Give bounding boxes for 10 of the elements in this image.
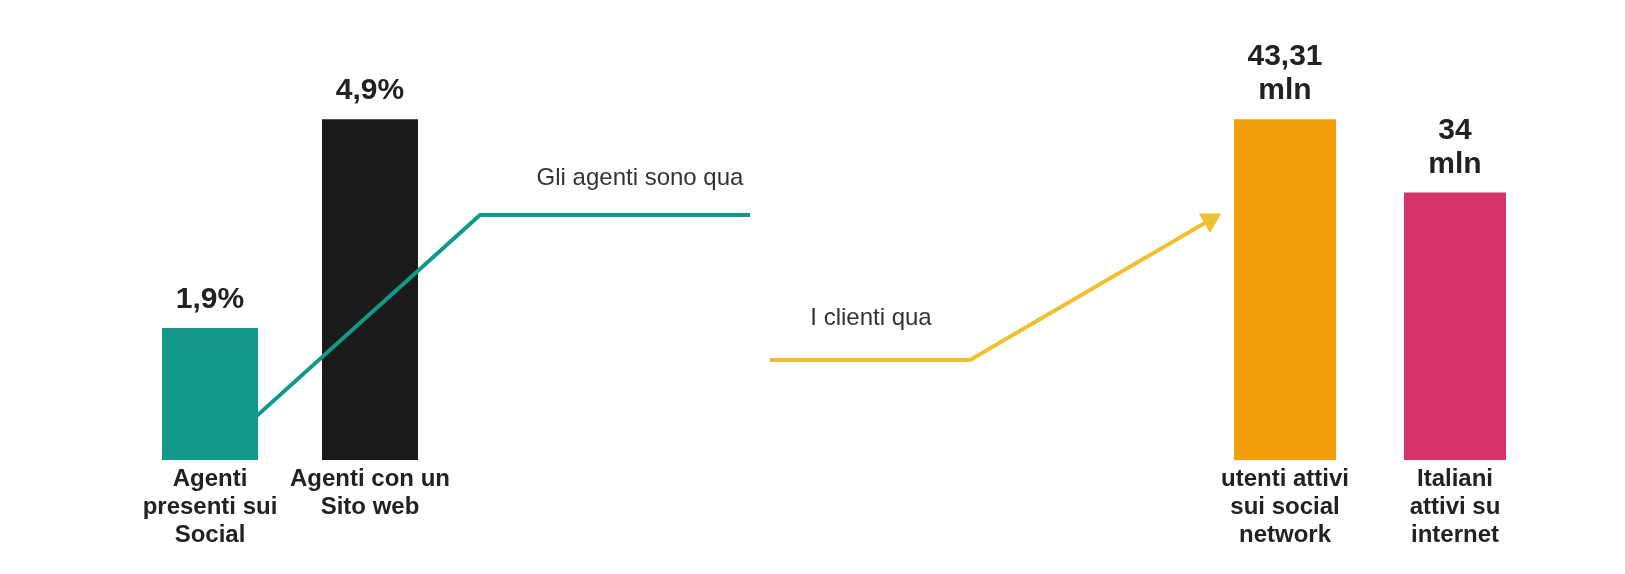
data-label: 1,9% — [175, 280, 245, 314]
x-tick-label: utenti attivi sui social network — [1220, 463, 1350, 547]
data-label: 4,9% — [335, 72, 405, 106]
text: Gli agenti sono qua — [536, 163, 745, 190]
x-tick-label: Agenti con un Sito web — [290, 463, 450, 519]
x-tick-label: Italiani attivi su internet — [1409, 463, 1501, 547]
data-label: 43,31 mln — [1247, 38, 1323, 106]
text: I clienti qua — [810, 303, 933, 330]
x-tick-label: Agenti presenti sui Social — [142, 463, 278, 547]
data-label: 34 mln — [1428, 111, 1482, 179]
